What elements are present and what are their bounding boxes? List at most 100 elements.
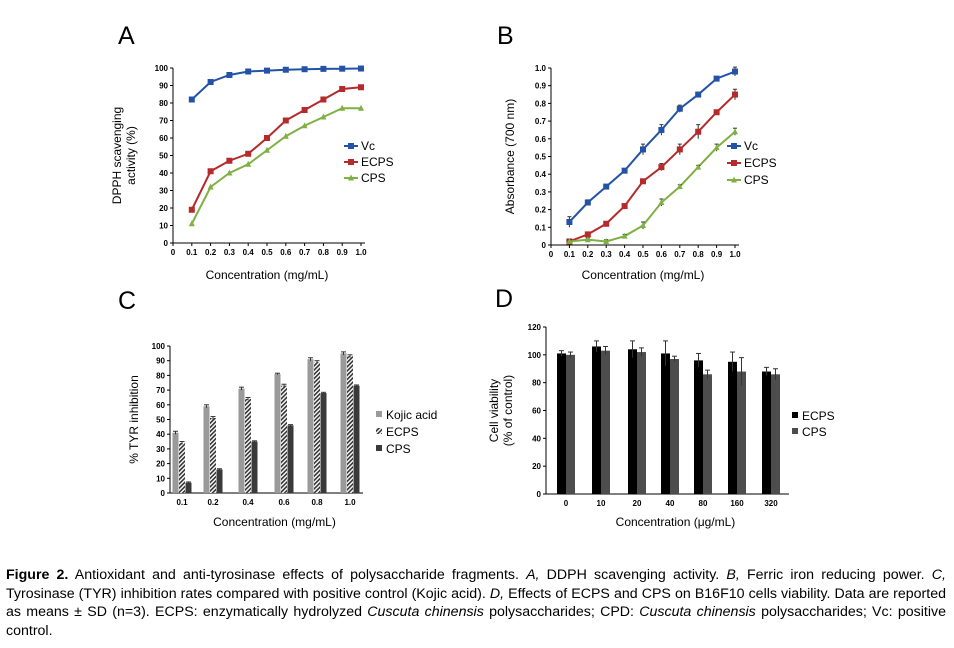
data-point-marker <box>245 68 252 75</box>
y-tick-label: 60 <box>159 134 168 143</box>
data-point-marker <box>348 143 354 149</box>
data-point-marker <box>603 183 610 190</box>
y-tick-label: 120 <box>528 323 542 332</box>
data-point-marker <box>358 104 364 111</box>
data-point-marker <box>640 146 646 153</box>
y-tick-label: 90 <box>156 357 165 366</box>
data-point-marker <box>320 113 327 120</box>
x-tick-label: 320 <box>764 499 778 508</box>
caption-text: Effects of ECPS and CPS on B16F10 cells … <box>6 585 947 621</box>
x-tick-label: 0.8 <box>318 248 330 257</box>
data-point-marker <box>658 126 665 133</box>
y-tick-label: 20 <box>159 204 168 213</box>
data-point-marker <box>695 128 702 135</box>
x-tick-label: 0.6 <box>656 250 668 259</box>
caption-species: Cuscuta chinensis <box>639 604 756 620</box>
x-tick-label: 0.2 <box>205 248 217 257</box>
data-point-marker <box>226 169 233 176</box>
x-tick-label: 0.9 <box>711 250 723 259</box>
data-point-marker <box>339 104 346 111</box>
y-tick-label: 60 <box>156 401 165 410</box>
series-cps <box>566 127 738 244</box>
data-point-marker <box>188 206 195 213</box>
x-tick-label: 0.3 <box>224 248 236 257</box>
series-line <box>191 67 362 101</box>
bar-ecps-0-4 <box>245 398 251 493</box>
panel-letter-d: D <box>495 285 513 313</box>
data-point-marker <box>282 66 289 73</box>
bar-ecps-0-8 <box>314 362 320 493</box>
data-point-marker <box>320 65 327 72</box>
bar-ecps-80 <box>694 360 703 494</box>
y-tick-label: 100 <box>152 342 166 351</box>
series-ecps <box>566 88 738 245</box>
x-tick-label: 0.2 <box>207 498 219 507</box>
bar-kojic-acid-0-2 <box>203 406 210 493</box>
x-axis-title: Concentration (mg/mL) <box>582 268 705 282</box>
bar-ecps-0-1 <box>179 443 185 493</box>
caption-panel-b: B, <box>726 567 740 583</box>
x-tick-label: 0.1 <box>564 250 576 259</box>
data-point-marker <box>207 79 214 85</box>
caption-panel-d: D, <box>489 585 505 602</box>
series-line <box>569 93 736 243</box>
y-axis-title: DPPH scavenging <box>110 107 124 204</box>
data-point-marker <box>245 160 252 167</box>
data-point-marker <box>301 66 308 73</box>
data-point-marker <box>358 84 364 91</box>
data-point-marker <box>640 222 646 229</box>
y-tick-label: 50 <box>156 416 165 425</box>
data-point-marker <box>621 203 628 210</box>
bar-ecps-40 <box>661 353 670 494</box>
y-tick-label: 0.3 <box>535 188 547 197</box>
x-tick-label: 0.2 <box>582 250 594 259</box>
data-point-marker <box>301 107 308 113</box>
bar-cps-0-1 <box>185 482 192 493</box>
bar-cps-1-0 <box>353 385 360 493</box>
y-tick-label: 0 <box>542 241 547 250</box>
x-tick-label: 0.9 <box>337 248 349 257</box>
y-tick-label: 100 <box>528 351 542 360</box>
data-point-marker <box>640 178 646 185</box>
data-point-marker <box>676 105 683 112</box>
y-tick-label: 60 <box>532 407 541 416</box>
data-point-marker <box>732 68 738 75</box>
x-tick-label: 80 <box>699 499 708 508</box>
data-point-marker <box>566 237 573 244</box>
y-tick-label: 70 <box>156 386 165 395</box>
panel-a-dpph-chart: A 0 10 20 30 40 50 60 70 80 90 100 DPPH scavenging ac… <box>110 22 394 282</box>
y-tick-label: 0 <box>164 239 169 248</box>
x-tick-label: 0.1 <box>186 248 198 257</box>
data-point-marker <box>188 96 195 103</box>
bar-kojic-acid-1-0 <box>340 353 347 493</box>
legend-swatch <box>376 445 382 451</box>
y-tick-label: 80 <box>532 379 541 388</box>
legend-swatch <box>376 428 382 434</box>
x-tick-label: 0.8 <box>311 498 323 507</box>
data-point-marker <box>584 236 591 243</box>
x-tick-label: 0.5 <box>637 250 649 259</box>
bar-ecps-160 <box>728 361 737 494</box>
x-tick-label: 20 <box>633 499 642 508</box>
data-point-marker <box>348 159 354 165</box>
bar-kojic-acid-0-1 <box>172 432 179 493</box>
x-tick-label: 0.6 <box>278 498 290 507</box>
data-point-marker <box>732 128 738 135</box>
data-point-marker <box>226 157 233 164</box>
y-tick-label: 0 <box>537 490 542 499</box>
y-tick-label: 0.7 <box>535 117 547 126</box>
legend-label: CPS <box>361 171 386 185</box>
bar-cps-80 <box>703 374 712 494</box>
y-tick-label: 80 <box>156 371 165 380</box>
caption-text: DDPH scavenging activity. <box>539 567 727 583</box>
y-tick-label: 90 <box>159 82 168 91</box>
x-tick-label: 40 <box>666 499 675 508</box>
y-axis-title: Absorbance (700 nm) <box>503 99 517 214</box>
legend-item-vc: Vc <box>344 139 375 153</box>
x-tick-label: 0.6 <box>280 248 292 257</box>
bar-cps-0-4 <box>251 441 258 493</box>
caption-text: Tyrosinase (TYR) inhibition rates compar… <box>6 585 490 602</box>
data-point-marker <box>713 109 720 116</box>
caption-panel-a: A, <box>526 567 540 583</box>
